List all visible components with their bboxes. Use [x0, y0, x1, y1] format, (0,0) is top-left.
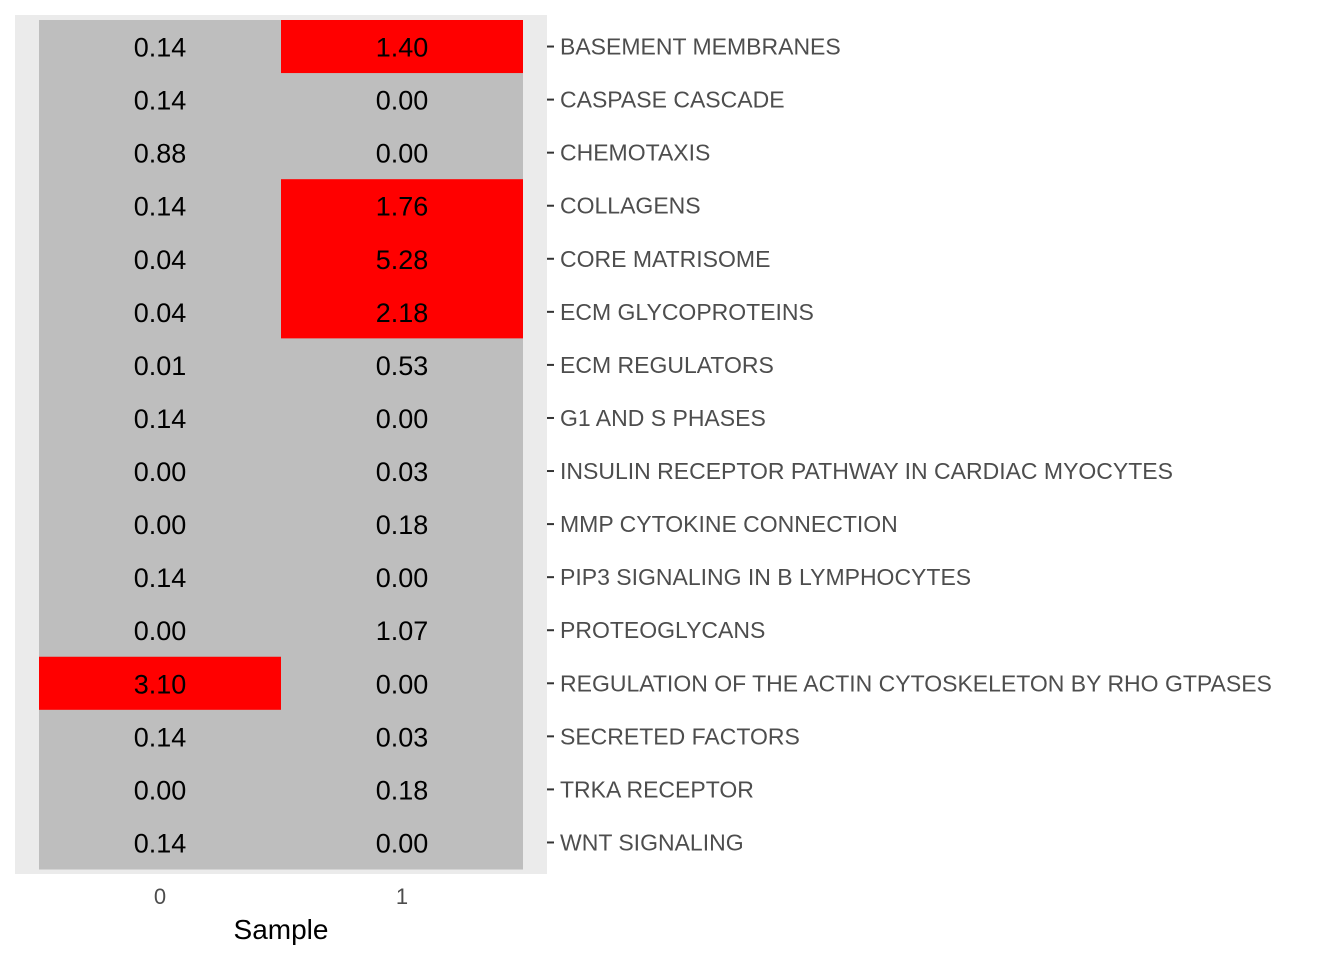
row-label: SECRETED FACTORS	[560, 723, 800, 749]
row-label: COLLAGENS	[560, 193, 701, 219]
heatmap-cells: 0.14 1.40 0.14 0.00 0.88 0.00 0.14 1.76 0.04 5.28…	[39, 20, 523, 870]
cell-value-label: 0.14	[134, 86, 187, 116]
cell-value-label: 0.14	[134, 192, 187, 222]
cell-value-label: 0.00	[376, 139, 429, 169]
heatmap-cell	[281, 709, 523, 764]
heatmap-cell	[281, 656, 523, 711]
cell-value-label: 0.88	[134, 139, 187, 169]
cell-value-label: 0.14	[134, 33, 187, 63]
heatmap-cell	[39, 656, 281, 711]
cell-value-label: 0.04	[134, 298, 187, 328]
row-label: TRKA RECEPTOR	[560, 776, 754, 802]
cell-value-label: 0.14	[134, 722, 187, 752]
heatmap-cell	[281, 815, 523, 870]
column-tick-label: 1	[396, 884, 408, 909]
row-label: WNT SIGNALING	[560, 829, 744, 855]
cell-value-label: 1.40	[376, 33, 429, 63]
row-ticks	[547, 45, 554, 844]
row-label: CORE MATRISOME	[560, 246, 770, 272]
heatmap-cell	[39, 126, 281, 180]
heatmap-cell	[39, 444, 281, 499]
cell-value-label: 2.18	[376, 298, 429, 328]
cell-value-label: 0.14	[134, 828, 187, 858]
cell-value-label: 3.10	[134, 669, 187, 699]
row-label: MMP CYTOKINE CONNECTION	[560, 511, 898, 537]
cell-value-label: 0.14	[134, 404, 187, 434]
cell-value-label: 0.00	[134, 457, 187, 487]
row-label: ECM GLYCOPROTEINS	[560, 299, 814, 325]
heatmap-cell	[39, 497, 281, 552]
cell-value-label: 0.03	[376, 722, 429, 752]
heatmap-cell	[281, 20, 523, 74]
heatmap-cell	[281, 232, 523, 286]
cell-value-label: 1.07	[376, 616, 429, 646]
heatmap-cell	[39, 603, 281, 658]
row-label: CASPASE CASCADE	[560, 87, 785, 113]
heatmap-cell	[281, 338, 523, 392]
heatmap-cell	[281, 391, 523, 445]
heatmap-cell	[39, 391, 281, 445]
heatmap-cell	[281, 444, 523, 499]
heatmap-cell	[39, 285, 281, 339]
heatmap-cell	[39, 20, 281, 74]
row-label: ECM REGULATORS	[560, 352, 774, 378]
row-label: BASEMENT MEMBRANES	[560, 34, 841, 60]
heatmap-cell	[39, 550, 281, 605]
cell-value-label: 0.00	[134, 510, 187, 540]
heatmap-cell	[281, 285, 523, 339]
heatmap-cell	[281, 603, 523, 658]
heatmap-cell	[281, 550, 523, 605]
heatmap-cell	[39, 815, 281, 870]
heatmap-cell	[281, 126, 523, 180]
row-label: PIP3 SIGNALING IN B LYMPHOCYTES	[560, 564, 971, 590]
cell-value-label: 0.03	[376, 457, 429, 487]
cell-value-label: 0.00	[376, 86, 429, 116]
cell-value-label: 0.18	[376, 510, 429, 540]
heatmap-cell	[39, 338, 281, 392]
heatmap-cell	[281, 73, 523, 127]
x-axis-title: Sample	[234, 914, 329, 945]
cell-value-label: 0.00	[134, 616, 187, 646]
cell-value-label: 0.18	[376, 775, 429, 805]
cell-value-label: 0.00	[376, 669, 429, 699]
heatmap-cell	[39, 232, 281, 286]
cell-value-label: 0.53	[376, 351, 429, 381]
row-labels: BASEMENT MEMBRANES CASPASE CASCADE CHEMOTA…	[560, 34, 1272, 856]
cell-value-label: 0.00	[134, 775, 187, 805]
heatmap-cell	[281, 497, 523, 552]
cell-value-label: 1.76	[376, 192, 429, 222]
column-tick-label: 0	[154, 884, 166, 909]
row-label: CHEMOTAXIS	[560, 140, 710, 166]
heatmap-cell	[39, 73, 281, 127]
heatmap-cell	[281, 179, 523, 233]
cell-value-label: 0.00	[376, 563, 429, 593]
heatmap-cell	[39, 179, 281, 233]
cell-value-label: 5.28	[376, 245, 429, 275]
heatmap-cell	[39, 762, 281, 817]
row-label: PROTEOGLYCANS	[560, 617, 765, 643]
cell-value-label: 0.00	[376, 404, 429, 434]
row-label: G1 AND S PHASES	[560, 405, 766, 431]
row-label: REGULATION OF THE ACTIN CYTOSKELETON BY …	[560, 670, 1272, 696]
cell-value-label: 0.00	[376, 828, 429, 858]
row-label: INSULIN RECEPTOR PATHWAY IN CARDIAC MYOC…	[560, 458, 1173, 484]
cell-value-label: 0.01	[134, 351, 187, 381]
cell-value-label: 0.14	[134, 563, 187, 593]
heatmap-cell	[281, 762, 523, 817]
heatmap-cell	[39, 709, 281, 764]
cell-value-label: 0.04	[134, 245, 187, 275]
